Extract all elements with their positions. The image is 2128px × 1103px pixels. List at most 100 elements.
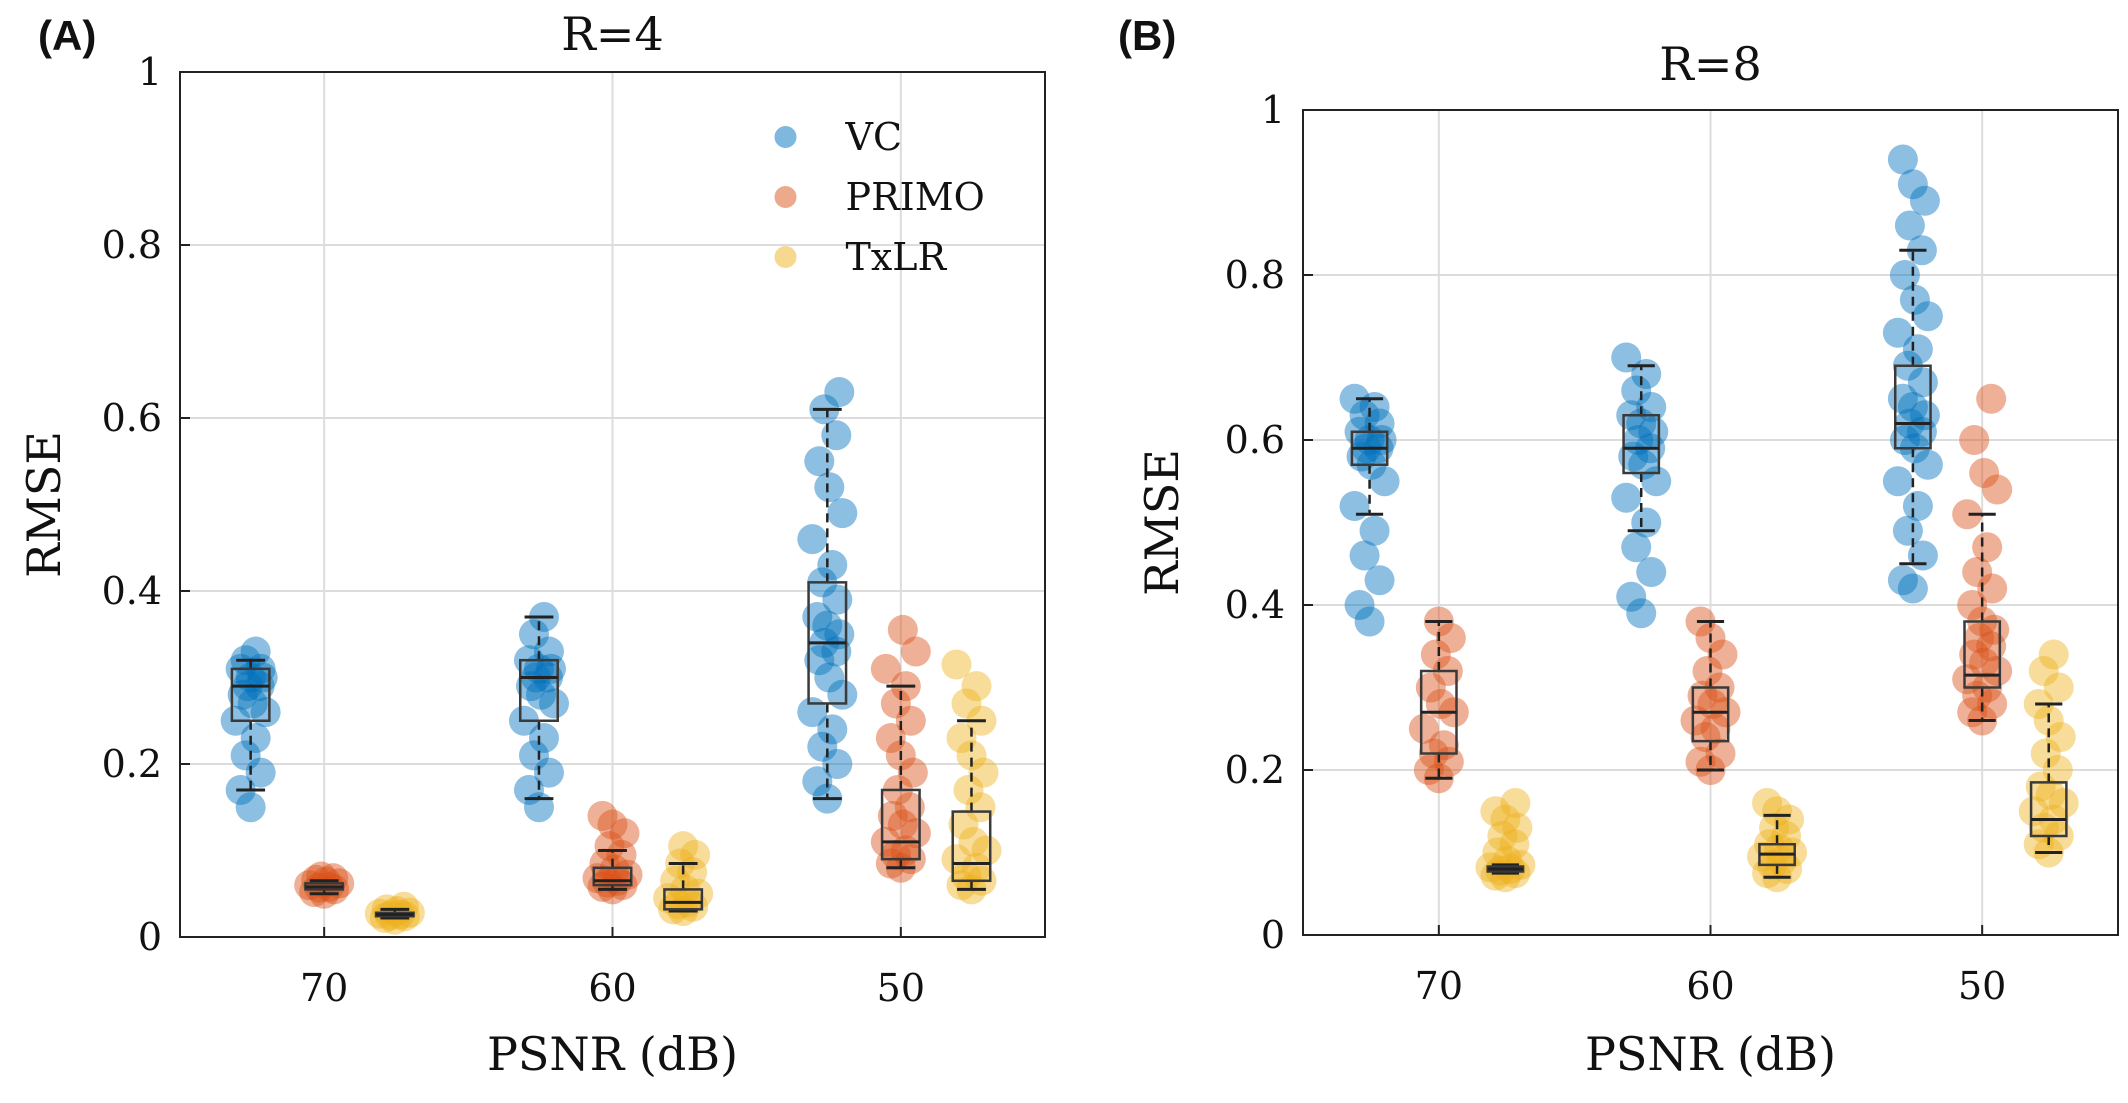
data-point [824,377,855,408]
y-tick-label: 0.8 [1225,253,1285,297]
box-iqr [1622,414,1661,475]
data-point [802,766,833,797]
series-vc [220,377,858,823]
data-point [877,800,908,831]
series-vc [1339,144,1943,637]
boxplot [1893,248,1932,566]
data-point [1882,317,1913,348]
y-tick-label: 0.6 [1225,418,1285,462]
legend-label: TxLR [846,235,948,279]
data-point [245,757,276,788]
data-point [941,649,972,680]
data-point [240,636,271,667]
box-iqr [518,658,559,723]
data-point [528,723,559,754]
boxplot [230,658,271,792]
data-point [668,831,699,862]
data-point [1705,738,1736,769]
data-point [538,688,569,719]
data-point [894,792,925,823]
data-point [1887,144,1918,175]
data-point [1349,400,1380,431]
box-iqr [1691,686,1730,743]
chart-title: R=8 [1659,37,1761,91]
data-point [1887,565,1918,596]
data-point [1692,656,1723,686]
data-point [1339,383,1370,414]
data-point [880,688,911,719]
data-point [518,740,549,771]
legend-label: VC [845,115,903,159]
legend-marker-vc [774,126,797,148]
legend-marker-primo [774,186,797,208]
y-tick-label: 0.2 [1225,748,1285,792]
data-point [518,619,549,650]
data-point [2043,672,2074,703]
data-point [900,636,931,667]
data-point [1976,383,2007,414]
data-point [1621,375,1652,406]
data-point [1616,581,1647,612]
data-point [807,731,838,762]
data-point [1707,639,1738,670]
data-point [1902,491,1933,521]
data-point [956,740,987,771]
data-point [1621,532,1652,563]
data-point [594,831,625,862]
data-point [1369,466,1400,497]
data-point [2042,755,2073,785]
data-point [1339,491,1370,521]
box-iqr [951,810,992,883]
data-point [961,852,992,883]
data-point [1408,713,1439,744]
box-iqr [592,866,633,887]
legend: VC PRIMO TxLR [774,115,985,279]
data-point [1977,689,2008,719]
data-point [804,645,835,676]
box-iqr [663,888,704,911]
boxplot [304,879,345,896]
data-point [525,679,556,710]
data-point [897,757,928,788]
data-point [948,809,979,840]
boxplot [2029,702,2068,854]
box-iqr [230,667,271,722]
data-point [1364,565,1395,596]
data-point [1969,647,2000,678]
data-point [2038,639,2069,670]
data-point [817,550,848,581]
data-point [812,610,843,641]
series-primo [1408,383,2013,794]
data-point [1912,301,1943,332]
data-point [814,662,845,693]
data-point [1752,788,1783,818]
data-point [1626,598,1657,629]
data-point [870,653,901,684]
data-point [887,809,918,840]
data-point [1435,623,1466,653]
boxplot [1419,620,1458,780]
data-point [235,792,266,823]
data-point [1897,169,1928,200]
data-point [887,614,918,645]
data-point [1762,796,1793,827]
data-point [875,723,906,754]
data-point [951,861,982,892]
data-point [1611,482,1642,513]
series-primo [294,614,931,909]
series-txlr [364,649,1002,935]
data-point [1487,821,1518,851]
data-point [1977,573,2008,604]
x-axis-label: PSNR (dB) [1585,1027,1836,1081]
data-point [1892,515,1923,546]
data-point [230,740,261,771]
data-point [1899,284,1930,315]
data-point [880,839,911,870]
data-point [1700,713,1731,744]
data-point [1972,532,2003,563]
boxplot [807,407,848,801]
box-iqr [1893,364,1932,450]
data-point [941,844,972,875]
data-point [951,688,982,719]
data-point [804,446,835,477]
